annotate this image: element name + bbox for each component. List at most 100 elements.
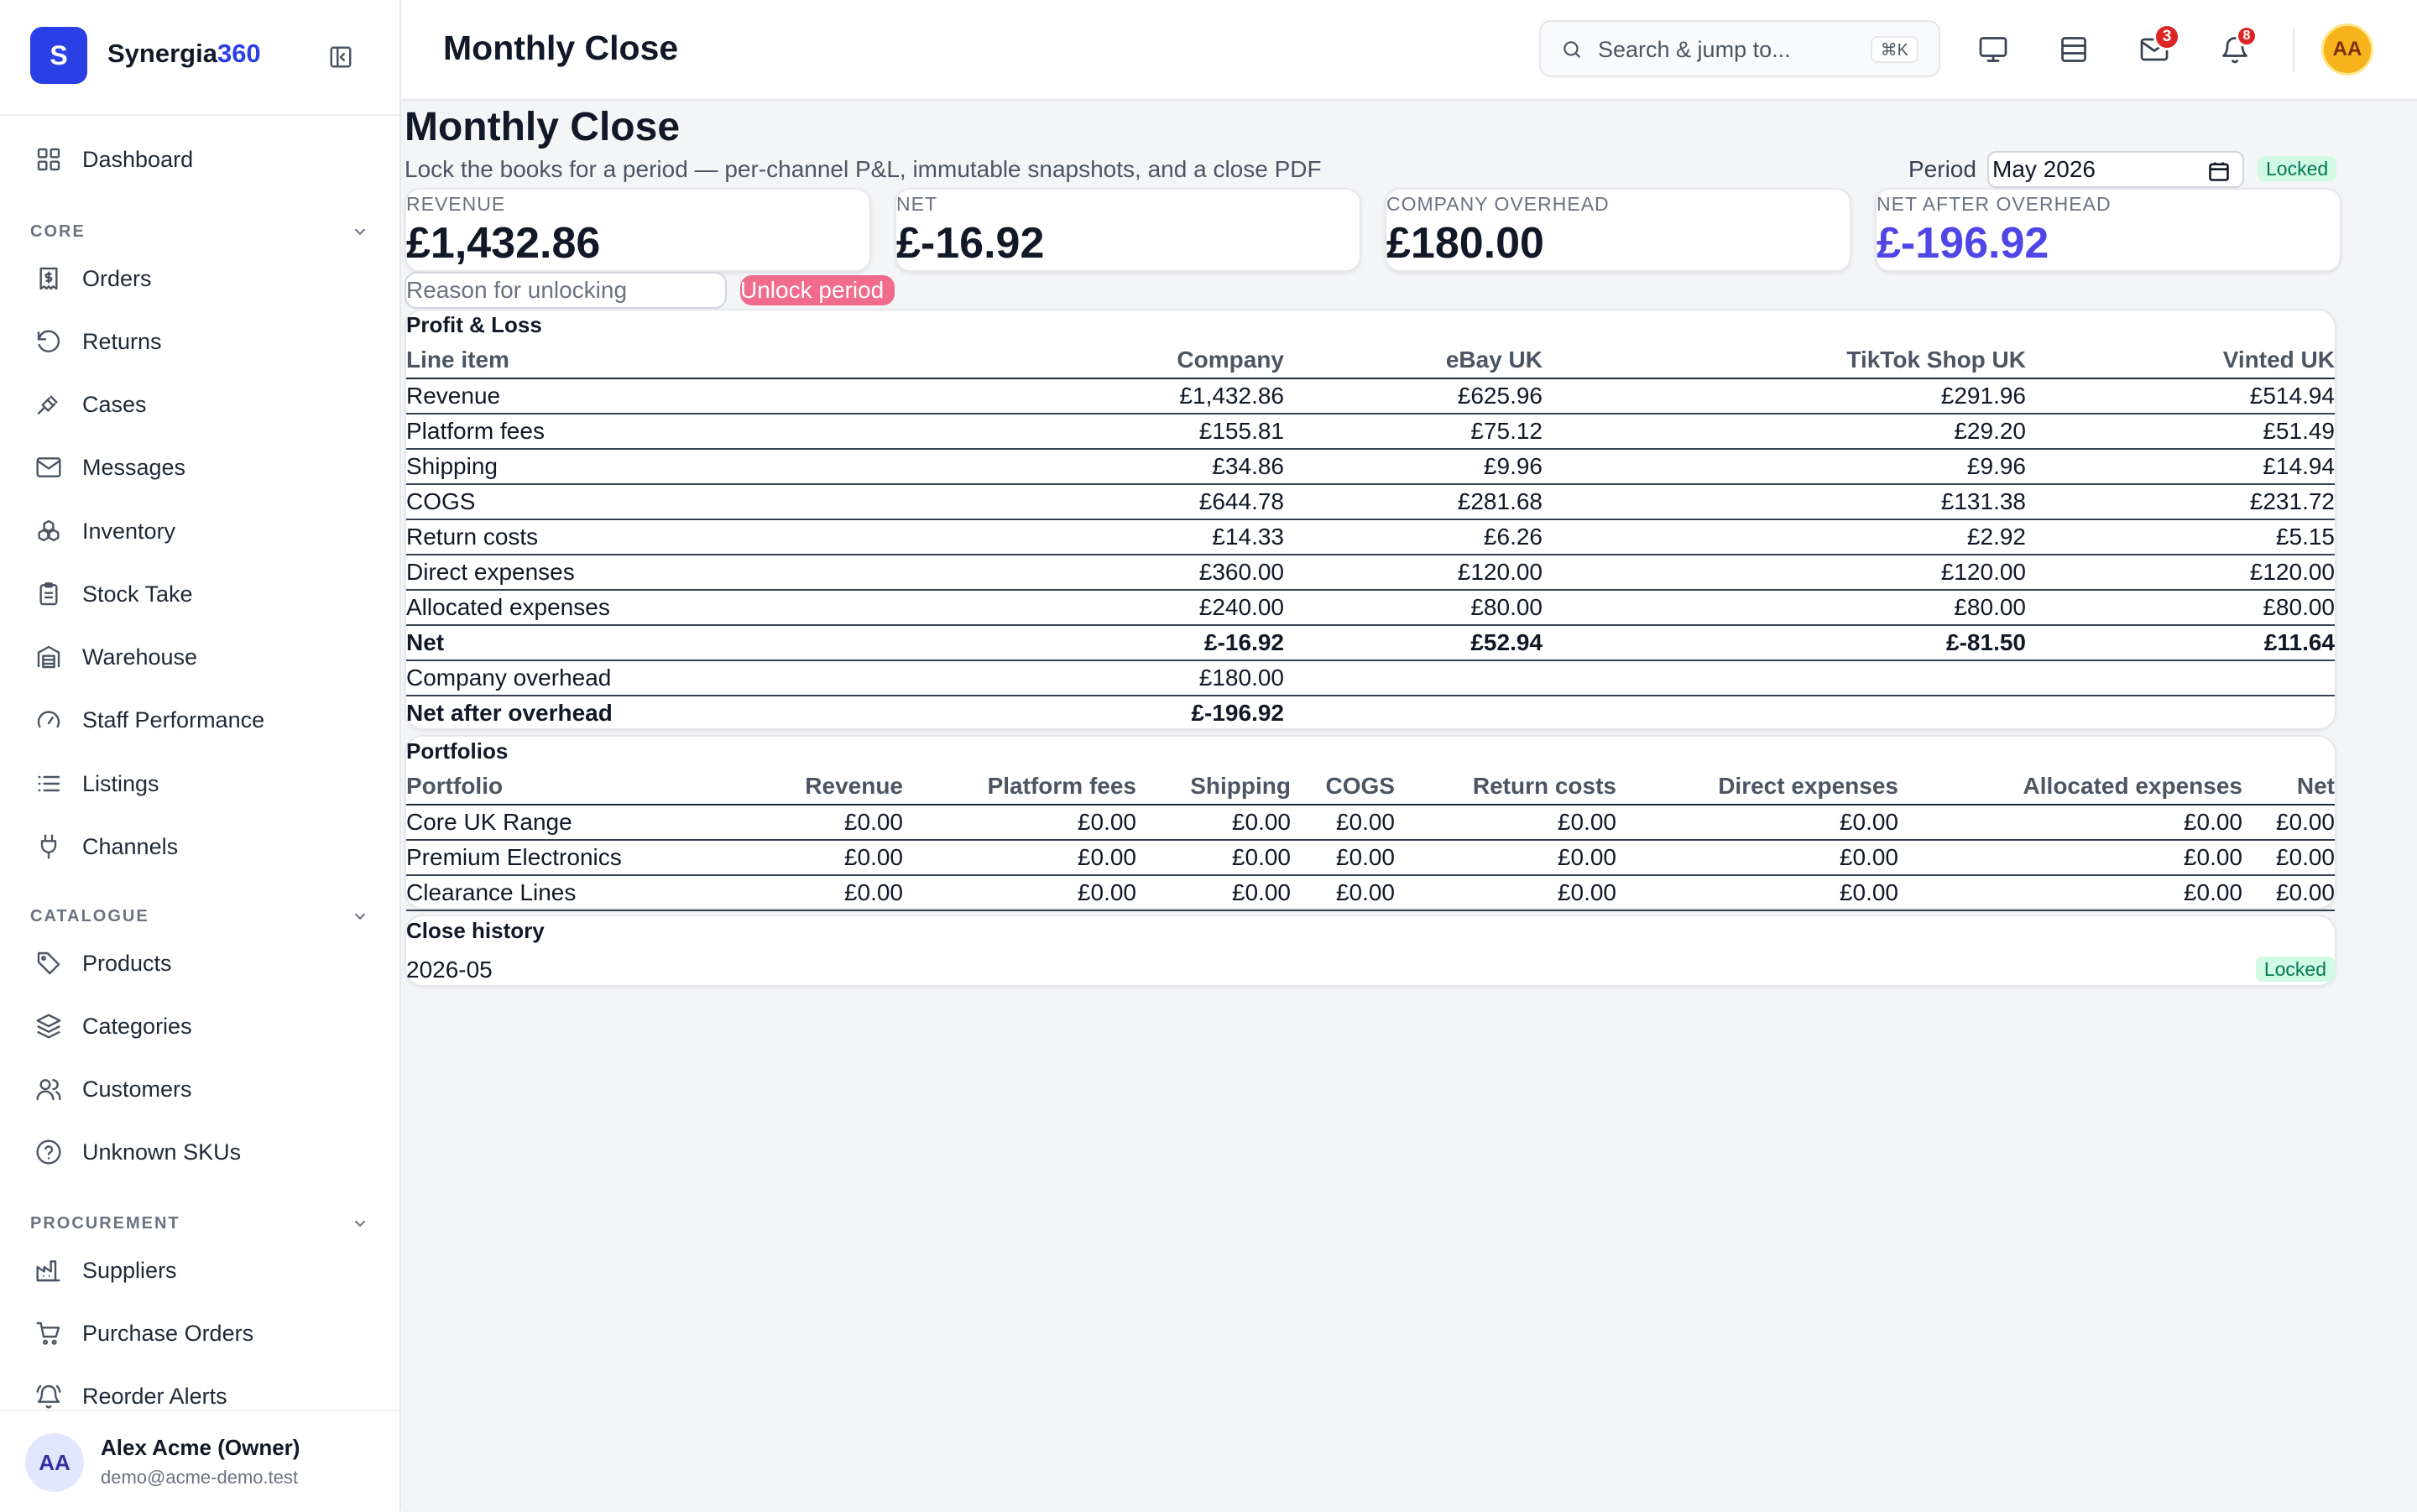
clipboard-icon [34, 579, 64, 609]
avatar: AA [25, 1433, 84, 1492]
column-header: Return costs [1395, 769, 1616, 806]
sidebar-item-label: Dashboard [82, 146, 194, 172]
sidebar-item-warehouse[interactable]: Warehouse [17, 630, 383, 684]
table-cell: £231.72 [2026, 484, 2335, 520]
kpi-net: NET £-16.92 [895, 188, 1361, 272]
table-cell: £0.00 [1616, 840, 1898, 876]
rotate-ccw-icon [34, 326, 64, 357]
column-header: Net [2242, 769, 2335, 806]
sidebar-item-channels[interactable]: Channels [17, 820, 383, 873]
notifications-button[interactable]: 8 [2214, 25, 2258, 70]
table-cell: £625.96 [1284, 378, 1543, 414]
collapse-sidebar-button[interactable] [324, 40, 358, 74]
display-mode-button[interactable] [1972, 29, 2014, 70]
section-procurement-toggle[interactable]: PROCUREMENT [30, 1207, 369, 1240]
column-header: Line item [406, 342, 994, 379]
sidebar-item-cases[interactable]: Cases [17, 378, 383, 431]
status-badge: Locked [2258, 156, 2337, 181]
section-title: CORE [30, 222, 86, 241]
gauge-icon [34, 705, 64, 735]
factory-icon [34, 1255, 64, 1285]
card-title: Close history [406, 918, 545, 943]
table-cell: £1,432.86 [994, 378, 1284, 414]
sidebar-item-products[interactable]: Products [17, 936, 383, 990]
sidebar-item-label: Returns [82, 328, 162, 354]
panel-left-icon [330, 46, 352, 68]
grid-icon [34, 144, 64, 175]
portfolios-card: Portfolios Portfolio Revenue Platform fe… [405, 735, 2336, 911]
sidebar-item-returns[interactable]: Returns [17, 315, 383, 368]
brand-name[interactable]: Synergia360 [107, 39, 261, 68]
table-cell: £0.00 [903, 805, 1136, 841]
users-icon [34, 1074, 64, 1104]
sidebar-item-inventory[interactable]: Inventory [17, 504, 383, 558]
search-box[interactable]: ⌘K [1539, 20, 1940, 77]
sidebar-item-messages[interactable]: Messages [17, 441, 383, 494]
table-cell [2026, 696, 2335, 730]
bell-icon [2222, 37, 2247, 64]
top-bar-divider [2293, 29, 2294, 72]
table-cell: £131.38 [1543, 484, 2026, 520]
card-title: Portfolios [406, 738, 509, 764]
card-title: Profit & Loss [406, 312, 542, 337]
table-cell: £0.00 [2242, 840, 2335, 876]
table-cell: £-16.92 [994, 625, 1284, 661]
table-cell: Shipping [406, 449, 994, 485]
table-cell: £51.49 [2026, 414, 2335, 450]
table-cell: Clearance Lines [406, 875, 739, 911]
table-cell: Core UK Range [406, 805, 739, 841]
unlock-period-button[interactable]: Unlock period [740, 275, 895, 305]
column-header: Platform fees [903, 769, 1136, 806]
column-header: Portfolio [406, 769, 739, 806]
section-catalogue-toggle[interactable]: CATALOGUE [30, 899, 369, 933]
sidebar-item-suppliers[interactable]: Suppliers [17, 1243, 383, 1297]
period-picker[interactable]: May 2026 [1987, 151, 2244, 188]
sidebar-item-label: Orders [82, 265, 152, 291]
sidebar-item-stock-take[interactable]: Stock Take [17, 567, 383, 621]
kpi-label: COMPANY OVERHEAD [1386, 193, 1610, 215]
search-input[interactable] [1596, 32, 1851, 67]
column-header: Vinted UK [2026, 342, 2335, 379]
history-row[interactable]: 2026-05 Locked [406, 953, 2335, 987]
table-cell: £2.92 [1543, 519, 2026, 555]
mail-icon [34, 452, 64, 482]
section-core-toggle[interactable]: CORE [30, 215, 369, 248]
column-header: Revenue [739, 769, 903, 806]
table-cell: £6.26 [1284, 519, 1543, 555]
table-cell [1543, 660, 2026, 696]
calendar-icon[interactable] [2207, 159, 2231, 183]
table-cell [1284, 660, 1543, 696]
sidebar-item-purchase-orders[interactable]: Purchase Orders [17, 1306, 383, 1360]
monitor-icon [1979, 37, 2007, 62]
table-cell: £0.00 [1395, 840, 1616, 876]
table-cell: £0.00 [1898, 805, 2242, 841]
account-avatar[interactable]: AA [2321, 23, 2373, 76]
sidebar-item-orders[interactable]: Orders [17, 252, 383, 305]
sidebar-item-reorder-alerts[interactable]: Reorder Alerts [17, 1369, 383, 1410]
brand-logo[interactable]: S [30, 27, 87, 84]
sidebar-item-categories[interactable]: Categories [17, 999, 383, 1053]
sidebar-item-staff-performance[interactable]: Staff Performance [17, 693, 383, 747]
unlock-reason-input[interactable] [405, 272, 727, 309]
sidebar-item-customers[interactable]: Customers [17, 1062, 383, 1116]
column-header: Allocated expenses [1898, 769, 2242, 806]
period-label: Period [1908, 156, 1976, 182]
table-cell: £155.81 [994, 414, 1284, 450]
sidebar-item-dashboard[interactable]: Dashboard [17, 133, 383, 186]
messages-button[interactable]: 3 [2133, 23, 2180, 70]
sidebar-item-label: Suppliers [82, 1257, 177, 1283]
table-row: Revenue £1,432.86 £625.96 £291.96 £514.94 [406, 378, 2335, 414]
sidebar-item-unknown-skus[interactable]: Unknown SKUs [17, 1125, 383, 1179]
user-profile[interactable]: AA Alex Acme (Owner) demo@acme-demo.test [0, 1410, 399, 1512]
warehouse-icon [34, 642, 64, 672]
layout-button[interactable] [2053, 29, 2095, 70]
section-title: CATALOGUE [30, 906, 149, 925]
sidebar-item-listings[interactable]: Listings [17, 757, 383, 811]
table-cell: Revenue [406, 378, 994, 414]
table-cell: £29.20 [1543, 414, 2026, 450]
table-cell: £-196.92 [1191, 700, 1284, 726]
column-header: Company [994, 342, 1284, 379]
table-cell: £180.00 [994, 660, 1284, 696]
table-header-row: Portfolio Revenue Platform fees Shipping… [406, 769, 2335, 806]
table-cell: £34.86 [994, 449, 1284, 485]
